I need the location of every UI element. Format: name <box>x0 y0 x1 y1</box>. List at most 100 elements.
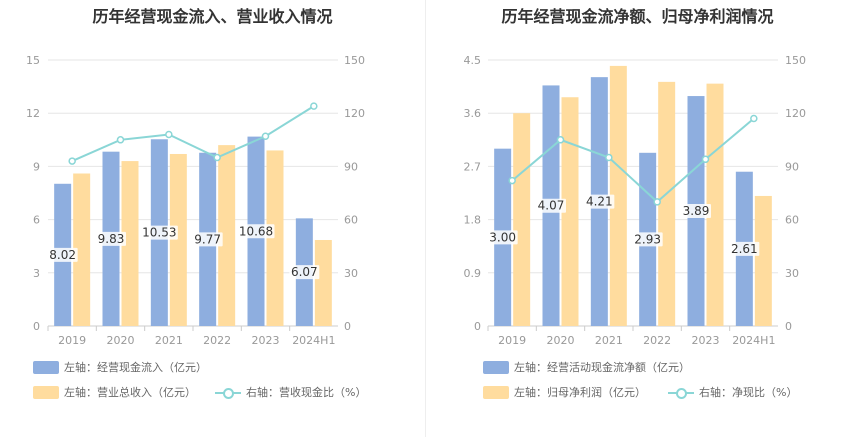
legend-item-net-cash[interactable]: 左轴：经营活动现金流净额（亿元） <box>483 359 690 375</box>
y-left-tick-label: 0 <box>33 320 40 333</box>
bar-secondary <box>314 239 332 326</box>
x-tick-label: 2024H1 <box>292 334 335 345</box>
y-right-tick-label: 120 <box>785 107 806 120</box>
line-series <box>511 117 755 204</box>
data-label: 6.07 <box>291 265 318 279</box>
data-label: 4.07 <box>538 199 565 213</box>
x-tick-label: 2023 <box>692 334 720 345</box>
data-label-bg <box>47 247 78 262</box>
data-label-bg <box>289 265 320 280</box>
data-label-bg <box>536 198 566 213</box>
bar-secondary <box>706 83 724 327</box>
legend-item-revenue[interactable]: 左轴：营业总收入（亿元） <box>33 384 196 400</box>
legend-item-net-cash-ratio[interactable]: 右轴：净现比（%） <box>668 384 797 400</box>
y-right-tick-label: 90 <box>785 160 799 173</box>
chart-panel-net-cash: 历年经营现金流净额、归母净利润情况 0 0.9 1.8 2.7 3.6 4.5 0 30 60 9… <box>425 0 850 437</box>
bar-secondary <box>513 113 531 326</box>
y-right-tick-label: 150 <box>344 54 365 67</box>
bar-secondary <box>73 173 91 326</box>
data-label: 8.02 <box>49 248 76 262</box>
y-right-tick-label: 120 <box>344 107 365 120</box>
y-left-tick-label: 0.9 <box>464 267 482 280</box>
legend-bar-swatch <box>483 360 509 374</box>
y-left-tick-label: 0 <box>474 320 481 333</box>
line-point <box>310 102 318 110</box>
line-point <box>508 176 516 185</box>
data-label-bg <box>681 204 711 219</box>
panel-divider <box>425 0 426 437</box>
y-left-tick-label: 1.8 <box>464 214 482 227</box>
y-right-tick-label: 0 <box>785 320 792 333</box>
data-label-bg <box>487 230 518 245</box>
line-point <box>116 136 125 144</box>
data-label-bg <box>192 232 223 247</box>
line-point <box>750 114 758 123</box>
legend-item-net-profit[interactable]: 左轴：归母净利润（亿元） <box>483 384 646 400</box>
data-label: 4.21 <box>586 195 613 209</box>
x-tick-label: 2023 <box>252 334 280 345</box>
data-label: 9.83 <box>98 232 125 246</box>
legend-label: 右轴：营收现金比（%） <box>246 386 367 399</box>
line-point <box>605 153 613 162</box>
y-left-tick-label: 12 <box>26 107 40 120</box>
data-label: 10.53 <box>142 226 176 240</box>
y-left-tick-label: 3.6 <box>464 107 482 120</box>
line-point <box>701 155 710 164</box>
data-label-bg <box>584 194 615 209</box>
legend-line-swatch <box>668 386 694 399</box>
y-left-tick-label: 15 <box>26 54 40 67</box>
data-label-bg <box>237 224 275 239</box>
x-tick-label: 2021 <box>155 334 183 345</box>
chart-title: 历年经营现金流入、营业收入情况 <box>92 7 333 26</box>
bar-secondary <box>658 81 676 326</box>
x-tick-label: 2020 <box>547 334 575 345</box>
y-right-tick-label: 90 <box>344 160 358 173</box>
legend-bar-swatch <box>483 385 509 399</box>
bar-secondary <box>121 161 139 326</box>
data-label: 9.77 <box>194 232 221 246</box>
data-label-bg <box>632 232 663 247</box>
line-point <box>556 136 565 144</box>
line-point <box>165 130 173 139</box>
x-tick-label: 2020 <box>107 334 135 345</box>
y-left-tick-label: 3 <box>33 267 40 280</box>
data-label: 2.61 <box>731 242 758 256</box>
y-left-tick-label: 9 <box>33 160 40 173</box>
y-right-tick-label: 60 <box>344 214 358 227</box>
line-point <box>653 198 661 206</box>
y-right-tick-label: 60 <box>785 214 799 227</box>
x-tick-label: 2022 <box>203 334 231 345</box>
bar-secondary <box>169 153 187 326</box>
legend-item-cash-ratio[interactable]: 右轴：营收现金比（%） <box>215 384 366 400</box>
data-label-bg <box>140 225 178 240</box>
chart-net-cash-svg: 0 0.9 1.8 2.7 3.6 4.5 0 30 60 90 120 150 2019 2020 202… <box>464 54 807 345</box>
x-tick-label: 2019 <box>58 334 86 345</box>
legend-line-swatch <box>215 386 241 399</box>
line-point <box>68 157 76 165</box>
data-label: 10.68 <box>239 224 273 238</box>
legend-label: 左轴：归母净利润（亿元） <box>514 386 646 399</box>
bar-secondary <box>218 145 236 326</box>
legend-item-cash-inflow[interactable]: 左轴：经营现金流入（亿元） <box>33 359 207 375</box>
y-right-tick-label: 150 <box>785 54 806 67</box>
y-right-tick-label: 30 <box>785 267 799 280</box>
data-label-bg <box>96 231 126 246</box>
legend-bar-swatch <box>33 385 59 399</box>
chart-panel-cash-inflow: 历年经营现金流入、营业收入情况 0 3 6 9 12 15 0 30 60 90 120 150 201… <box>26 7 366 400</box>
data-label: 2.93 <box>634 232 661 246</box>
legend-bar-swatch <box>33 360 59 374</box>
legend-label: 右轴：净现比（%） <box>699 386 798 399</box>
line-point <box>261 132 270 141</box>
bar-secondary <box>561 97 579 327</box>
x-tick-label: 2022 <box>643 334 671 345</box>
data-label-bg <box>729 241 760 256</box>
legend-label: 左轴：经营活动现金流净额（亿元） <box>514 361 690 374</box>
legend-label: 左轴：经营现金流入（亿元） <box>64 361 207 374</box>
bar-secondary <box>266 150 284 326</box>
x-tick-label: 2024H1 <box>732 334 775 345</box>
y-left-tick-label: 6 <box>33 214 40 227</box>
y-left-tick-label: 4.5 <box>464 54 482 67</box>
chart-title: 历年经营现金流净额、归母净利润情况 <box>501 7 774 26</box>
x-tick-label: 2021 <box>595 334 623 345</box>
